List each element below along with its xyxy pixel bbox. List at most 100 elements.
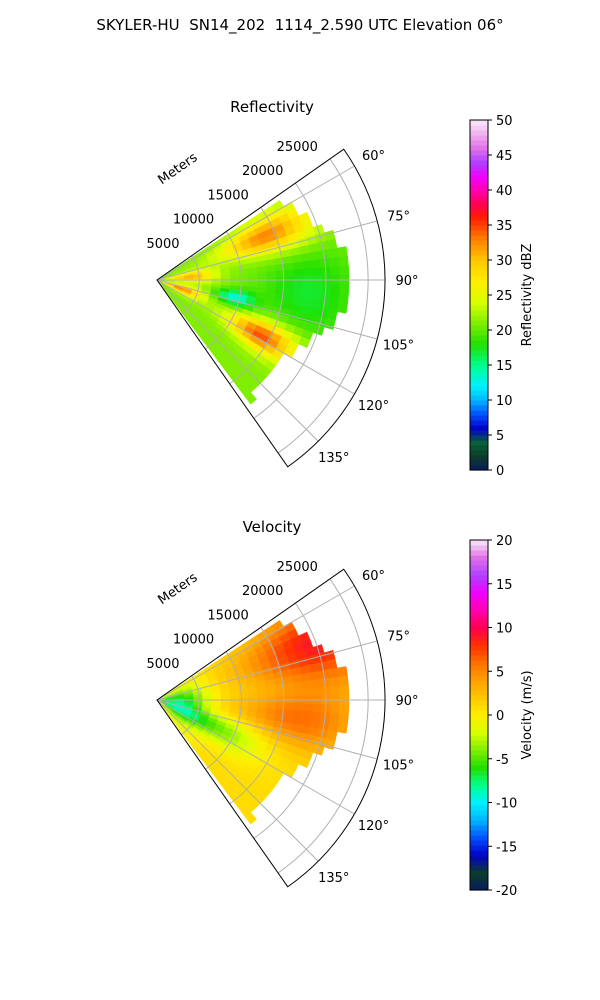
azimuth-gridline: [156, 279, 378, 340]
colorbar-swatch: [470, 345, 488, 351]
data-cell: [301, 260, 313, 270]
colorbar-swatch: [470, 885, 488, 891]
colorbar-swatch: [470, 835, 488, 841]
colorbar-swatch: [470, 275, 488, 281]
colorbar-swatch: [470, 205, 488, 211]
data-cell: [327, 667, 339, 679]
data-cell: [284, 282, 295, 291]
colorbar-swatch: [470, 590, 488, 596]
azimuth-gridline: [156, 165, 355, 281]
data-cell: [238, 688, 249, 694]
colorbar-swatch: [470, 365, 488, 371]
data-cell: [311, 267, 322, 277]
data-cell: [329, 712, 340, 723]
colorbar-swatch: [470, 190, 488, 196]
colorbar-swatch: [470, 390, 488, 396]
sector-frame: [156, 568, 386, 888]
colorbar-tick-label: 15: [496, 578, 513, 593]
data-cell: [300, 252, 312, 262]
colorbar-swatch: [470, 585, 488, 591]
colorbar-swatch: [470, 335, 488, 341]
data-cell: [330, 685, 341, 696]
colorbar-swatch: [470, 450, 488, 456]
colorbar-swatch: [470, 465, 488, 471]
colorbar-swatch: [470, 770, 488, 776]
colorbar-tick-label: 20: [496, 324, 513, 339]
colorbar-swatch: [470, 880, 488, 886]
data-cell: [266, 282, 277, 290]
colorbar-swatch: [470, 690, 488, 696]
azimuth-tick-label: 120°: [358, 399, 389, 414]
data-cell: [284, 269, 295, 277]
data-cell: [298, 756, 311, 769]
data-cell: [265, 684, 276, 692]
sector-frame: [156, 148, 386, 468]
data-cell: [311, 259, 322, 269]
range-tick-label: 10000: [173, 213, 214, 228]
data-cell: [309, 670, 321, 681]
data-cell: [283, 682, 295, 691]
colorbar-swatch: [470, 655, 488, 661]
colorbar-swatch: [470, 370, 488, 376]
colorbar-swatch: [470, 855, 488, 861]
colorbar-swatch: [470, 665, 488, 671]
range-ring: [277, 578, 369, 874]
colorbar-swatch: [470, 395, 488, 401]
data-cell: [292, 681, 304, 690]
chart-title: Reflectivity: [230, 98, 314, 116]
azimuth-gridline: [156, 279, 319, 442]
colorbar-swatch: [470, 610, 488, 616]
colorbar-swatch: [470, 235, 488, 241]
colorbar-swatch: [470, 720, 488, 726]
colorbar-swatch: [470, 570, 488, 576]
range-tick-label: 25000: [277, 560, 318, 575]
data-cell: [302, 688, 313, 697]
data-cell: [311, 679, 322, 689]
colorbar-tick-label: -10: [496, 797, 517, 812]
colorbar-swatch: [470, 210, 488, 216]
colorbar-swatch: [470, 120, 488, 126]
data-cell: [248, 272, 258, 278]
colorbar-tick-label: 10: [496, 394, 513, 409]
azimuth-gridline: [156, 220, 378, 281]
azimuth-tick-label: 90°: [395, 694, 418, 709]
colorbar-swatch: [470, 605, 488, 611]
colorbar-swatch: [470, 200, 488, 206]
data-cell: [244, 392, 257, 405]
colorbar-swatch: [470, 560, 488, 566]
data-cell: [256, 686, 267, 693]
data-cell: [220, 694, 231, 699]
colorbar: -20 -15 -10 -5 0 5 10 15 20 Velocity (m/s): [469, 534, 535, 899]
data-cell: [265, 264, 276, 272]
data-cell: [329, 256, 340, 268]
data-cell: [211, 274, 222, 279]
data-cell: [266, 270, 277, 278]
colorbar-swatch: [470, 860, 488, 866]
data-cell: [257, 702, 267, 709]
data-cell: [300, 672, 312, 682]
data-cell: [330, 704, 341, 714]
data-cell: [338, 255, 349, 267]
data-cell: [311, 283, 322, 293]
colorbar-tick-label: 50: [496, 114, 513, 129]
colorbar-swatch: [470, 420, 488, 426]
colorbar-tick-label: -20: [496, 884, 517, 899]
colorbar-tick-label: 30: [496, 254, 513, 269]
colorbar-swatch: [470, 785, 488, 791]
range-tick-label: 25000: [277, 140, 318, 155]
colorbar-swatch: [470, 750, 488, 756]
colorbar-swatch: [470, 165, 488, 171]
colorbar-swatch: [470, 215, 488, 221]
colorbar-swatch: [470, 760, 488, 766]
colorbar-label: Velocity (m/s): [520, 670, 535, 759]
colorbar-swatch: [470, 745, 488, 751]
colorbar-swatch: [470, 845, 488, 851]
colorbar-tick-label: -5: [496, 753, 509, 768]
colorbar-swatch: [470, 875, 488, 881]
data-cell: [311, 291, 322, 301]
azimuth-gridline: [156, 585, 355, 701]
colorbar-swatch: [470, 330, 488, 336]
colorbar-swatch: [470, 240, 488, 246]
data-cell: [336, 722, 348, 734]
colorbar-swatch: [470, 740, 488, 746]
